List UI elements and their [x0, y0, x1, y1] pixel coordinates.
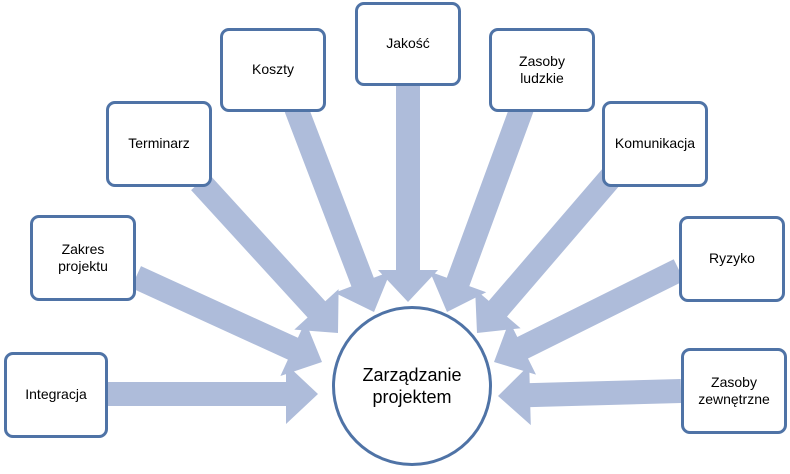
box-jakosc: Jakość: [355, 2, 461, 86]
arrow-0: [108, 364, 318, 424]
box-zasoby-ludzkie: Zasoby ludzkie: [489, 28, 595, 112]
arrow-2: [191, 173, 339, 333]
center-circle: Zarządzanie projektem: [332, 306, 492, 466]
box-ryzyko: Ryzyko: [679, 216, 785, 302]
arrow-4: [378, 86, 438, 302]
box-zasoby-zewnetrzne: Zasoby zewnętrzne: [681, 348, 787, 434]
box-zakres-projektu: Zakres projektu: [30, 215, 136, 301]
arrow-5: [429, 103, 534, 313]
arrow-7: [494, 259, 685, 375]
arrow-8: [498, 365, 682, 426]
arrow-6: [475, 168, 622, 333]
box-terminarz: Terminarz: [106, 101, 212, 187]
box-integracja: Integracja: [4, 352, 108, 438]
arrow-3: [284, 103, 391, 312]
box-koszty: Koszty: [220, 28, 326, 112]
arrow-1: [131, 266, 322, 376]
box-komunikacja: Komunikacja: [602, 101, 708, 187]
